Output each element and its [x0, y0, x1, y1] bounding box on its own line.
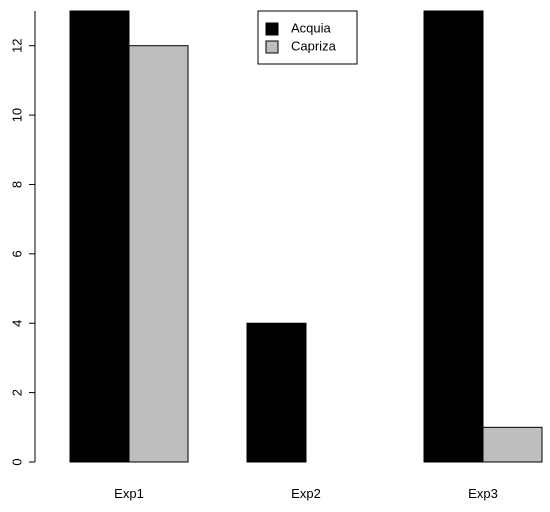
y-tick-label: 6 [9, 250, 24, 257]
bar-exp3-capriza [482, 426, 543, 463]
x-category-label: Exp1 [114, 486, 144, 501]
legend-swatch [265, 22, 279, 36]
bar-exp3-acquia [423, 10, 484, 463]
bar-exp1-capriza [128, 45, 189, 463]
legend-swatch [265, 40, 279, 54]
legend-box [257, 10, 358, 65]
bar-exp2-acquia [246, 322, 307, 463]
y-tick-label: 10 [9, 108, 24, 122]
y-tick-label: 8 [9, 181, 24, 188]
legend-label: Capriza [291, 38, 337, 53]
bars-group [69, 10, 543, 463]
y-axis-ticks: 0 2 4 6 8 10 12 [9, 38, 35, 466]
bar-exp1-acquia [69, 10, 130, 463]
y-tick-label: 12 [9, 38, 24, 52]
y-tick-label: 2 [9, 389, 24, 396]
legend-label: Acquia [291, 20, 332, 35]
x-category-label: Exp3 [468, 486, 498, 501]
legend: Acquia Capriza [257, 10, 358, 65]
y-tick-label: 4 [9, 320, 24, 327]
y-tick-label: 0 [9, 458, 24, 465]
x-category-label: Exp2 [291, 486, 321, 501]
category-labels: Exp1 Exp2 Exp3 [114, 486, 498, 501]
